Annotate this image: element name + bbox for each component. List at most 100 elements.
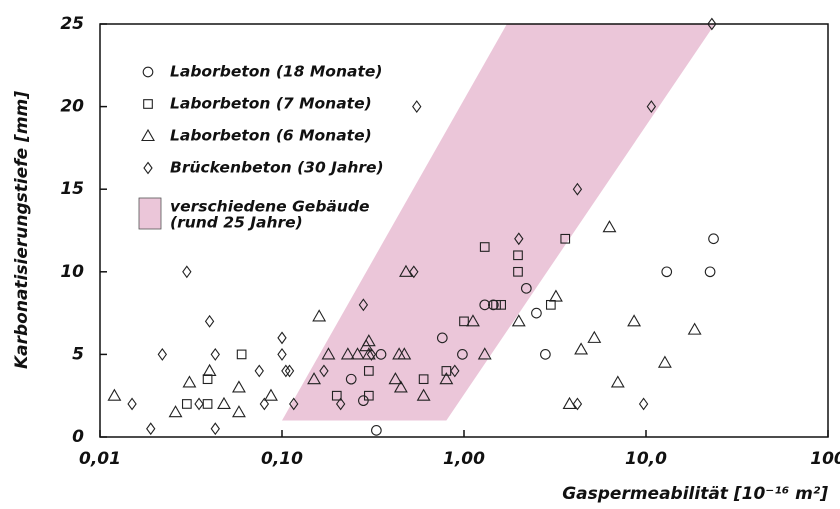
y-tick-label: 5 xyxy=(72,344,84,364)
point xyxy=(627,314,642,327)
point xyxy=(366,347,377,361)
point xyxy=(146,422,156,436)
point xyxy=(540,349,551,360)
point xyxy=(479,242,490,252)
point xyxy=(646,100,657,114)
point xyxy=(704,266,716,278)
point xyxy=(358,298,369,312)
point xyxy=(399,264,413,277)
point xyxy=(708,233,719,245)
y-tick-label: 10 xyxy=(60,262,84,282)
legend-label: Brückenbeton (30 Jahre) xyxy=(170,159,384,177)
point xyxy=(562,396,577,410)
point xyxy=(610,375,625,388)
point xyxy=(436,332,448,344)
y-tick-label: 15 xyxy=(60,179,84,199)
point xyxy=(331,390,342,401)
point xyxy=(412,100,422,114)
point xyxy=(319,364,329,378)
point xyxy=(687,322,702,335)
point xyxy=(236,349,247,360)
legend-label: Laborbeton (7 Monate) xyxy=(170,95,372,113)
point xyxy=(277,331,287,345)
y-tick-label: 0 xyxy=(72,427,84,447)
point xyxy=(388,372,403,385)
point xyxy=(409,265,419,279)
legend-marker xyxy=(143,99,153,109)
point xyxy=(217,396,231,410)
legend-label: (rund 25 Jahre) xyxy=(170,214,303,232)
legend-marker xyxy=(143,161,153,175)
point xyxy=(259,397,270,411)
point xyxy=(574,342,589,355)
point xyxy=(204,314,215,328)
x-tick-label: 0,01 xyxy=(79,449,121,469)
legend-marker xyxy=(142,66,154,78)
legend-label: Laborbeton (18 Monate) xyxy=(170,63,382,81)
point xyxy=(661,266,673,278)
point xyxy=(587,330,602,343)
point xyxy=(439,372,454,385)
point xyxy=(168,405,183,418)
point xyxy=(459,316,469,327)
point xyxy=(496,299,506,310)
point xyxy=(194,397,204,411)
legend-label: Laborbeton (6 Monate) xyxy=(170,127,372,145)
point xyxy=(202,374,213,385)
point xyxy=(289,397,299,411)
x-tick-label: 100 xyxy=(810,449,840,469)
point xyxy=(572,397,583,411)
point xyxy=(363,390,374,401)
point xyxy=(548,289,563,302)
point xyxy=(307,372,321,385)
point xyxy=(181,399,192,409)
point xyxy=(321,347,336,360)
point xyxy=(531,307,542,319)
x-tick-label: 10,0 xyxy=(625,449,667,469)
point xyxy=(277,347,287,361)
point xyxy=(210,422,220,436)
point xyxy=(202,363,217,376)
point xyxy=(361,347,376,360)
point xyxy=(397,347,412,360)
point xyxy=(513,266,523,277)
point xyxy=(416,388,431,401)
point xyxy=(513,250,523,261)
point xyxy=(560,233,571,244)
x-tick-label: 1,00 xyxy=(443,449,485,469)
point xyxy=(393,380,408,393)
point xyxy=(545,299,556,310)
y-tick-label: 25 xyxy=(60,14,84,34)
point xyxy=(127,397,137,411)
point xyxy=(350,347,365,360)
legend-band xyxy=(138,197,162,230)
point xyxy=(375,349,387,360)
y-axis-label: Karbonatisierungstiefe [mm] xyxy=(12,91,32,369)
point xyxy=(450,364,460,378)
point xyxy=(418,374,429,385)
point xyxy=(358,395,369,407)
point xyxy=(511,314,526,327)
point xyxy=(157,347,168,361)
legend-marker xyxy=(141,128,155,142)
point xyxy=(340,347,355,360)
legend-label: verschiedene Gebäude xyxy=(170,198,370,216)
point xyxy=(335,397,346,411)
point xyxy=(491,299,501,310)
point xyxy=(457,349,468,360)
point xyxy=(638,397,649,411)
point xyxy=(264,388,278,401)
point xyxy=(657,355,672,368)
point xyxy=(210,347,220,361)
point xyxy=(231,380,246,393)
y-tick-label: 20 xyxy=(60,97,84,117)
point xyxy=(202,399,213,409)
x-axis-label: Gaspermeabilität [10⁻¹⁶ m²] xyxy=(562,484,828,504)
point xyxy=(477,347,492,360)
point xyxy=(602,220,617,233)
point xyxy=(466,314,480,327)
point xyxy=(479,299,491,311)
point xyxy=(254,364,264,378)
point xyxy=(312,309,327,322)
